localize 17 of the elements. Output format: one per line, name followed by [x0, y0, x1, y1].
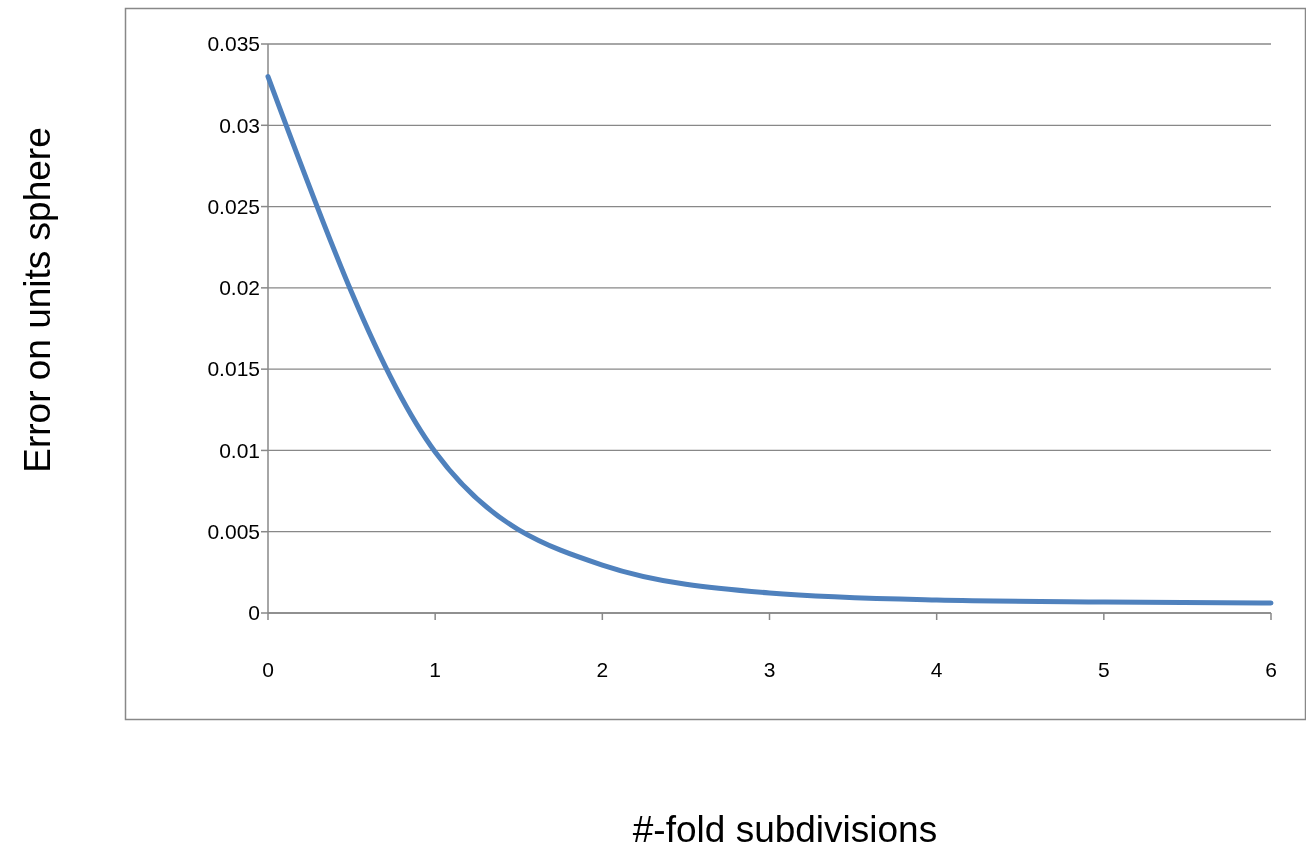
x-tick-label: 2	[596, 658, 609, 681]
y-tick-label: 0.035	[207, 32, 260, 56]
y-axis-title: Error on units sphere	[17, 127, 58, 473]
x-axis-title: #-fold subdivisions	[632, 809, 938, 849]
x-tick-label: 4	[930, 658, 943, 681]
x-tick-label: 1	[429, 658, 442, 681]
x-tick-label: 0	[262, 658, 274, 681]
x-tick-label: 3	[763, 658, 776, 681]
y-tick-label: 0.015	[207, 357, 260, 381]
x-tick-label: 5	[1097, 658, 1110, 681]
y-tick-label: 0	[248, 601, 260, 625]
y-tick-label: 0.005	[207, 520, 260, 544]
x-tick-label: 6	[1265, 658, 1277, 681]
y-tick-label: 0.03	[219, 113, 260, 137]
y-tick-label: 0.02	[219, 276, 260, 300]
y-tick-label: 0.01	[219, 438, 260, 462]
y-tick-label: 0.025	[207, 194, 260, 218]
